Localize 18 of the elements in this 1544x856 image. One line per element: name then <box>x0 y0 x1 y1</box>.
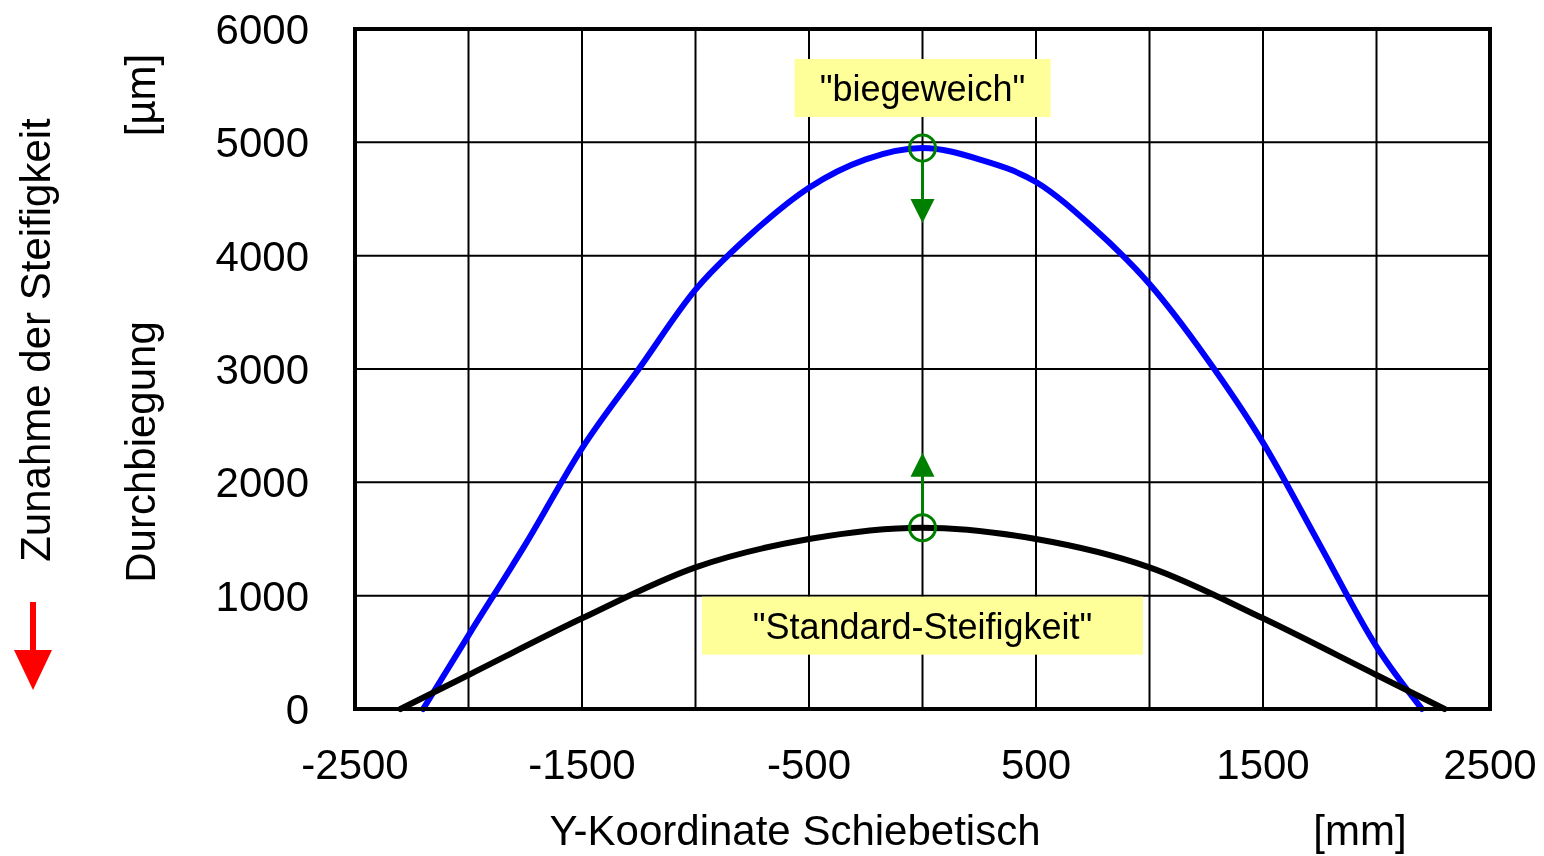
text: Y-Koordinate Schiebetisch [mm] <box>549 807 1407 854</box>
x-tick-label: 500 <box>1000 741 1072 788</box>
y-tick-label: 0 <box>285 686 309 733</box>
y-tick-label: 4000 <box>215 232 309 280</box>
y-tick-label: 3000 <box>215 346 309 393</box>
x-tick-label: -2500 <box>301 741 409 788</box>
y-tick-label: 2000 <box>215 459 309 507</box>
y-tick-label: 1000 <box>215 572 309 620</box>
y-tick-label: 6000 <box>215 6 309 53</box>
text: Durchbiegung [µm] <box>117 53 164 583</box>
series-label: "Standard-Steifigkeit" <box>752 605 1093 647</box>
x-tick-label: 1500 <box>1216 741 1310 788</box>
text: Zunahme der Steifigkeit <box>12 117 59 562</box>
x-tick-label: -1500 <box>528 741 636 788</box>
x-tick-label: 2500 <box>1443 741 1537 788</box>
x-tick-label: -500 <box>766 741 852 788</box>
series-label: "biegeweich" <box>819 68 1026 109</box>
y-tick-label: 5000 <box>215 119 309 167</box>
